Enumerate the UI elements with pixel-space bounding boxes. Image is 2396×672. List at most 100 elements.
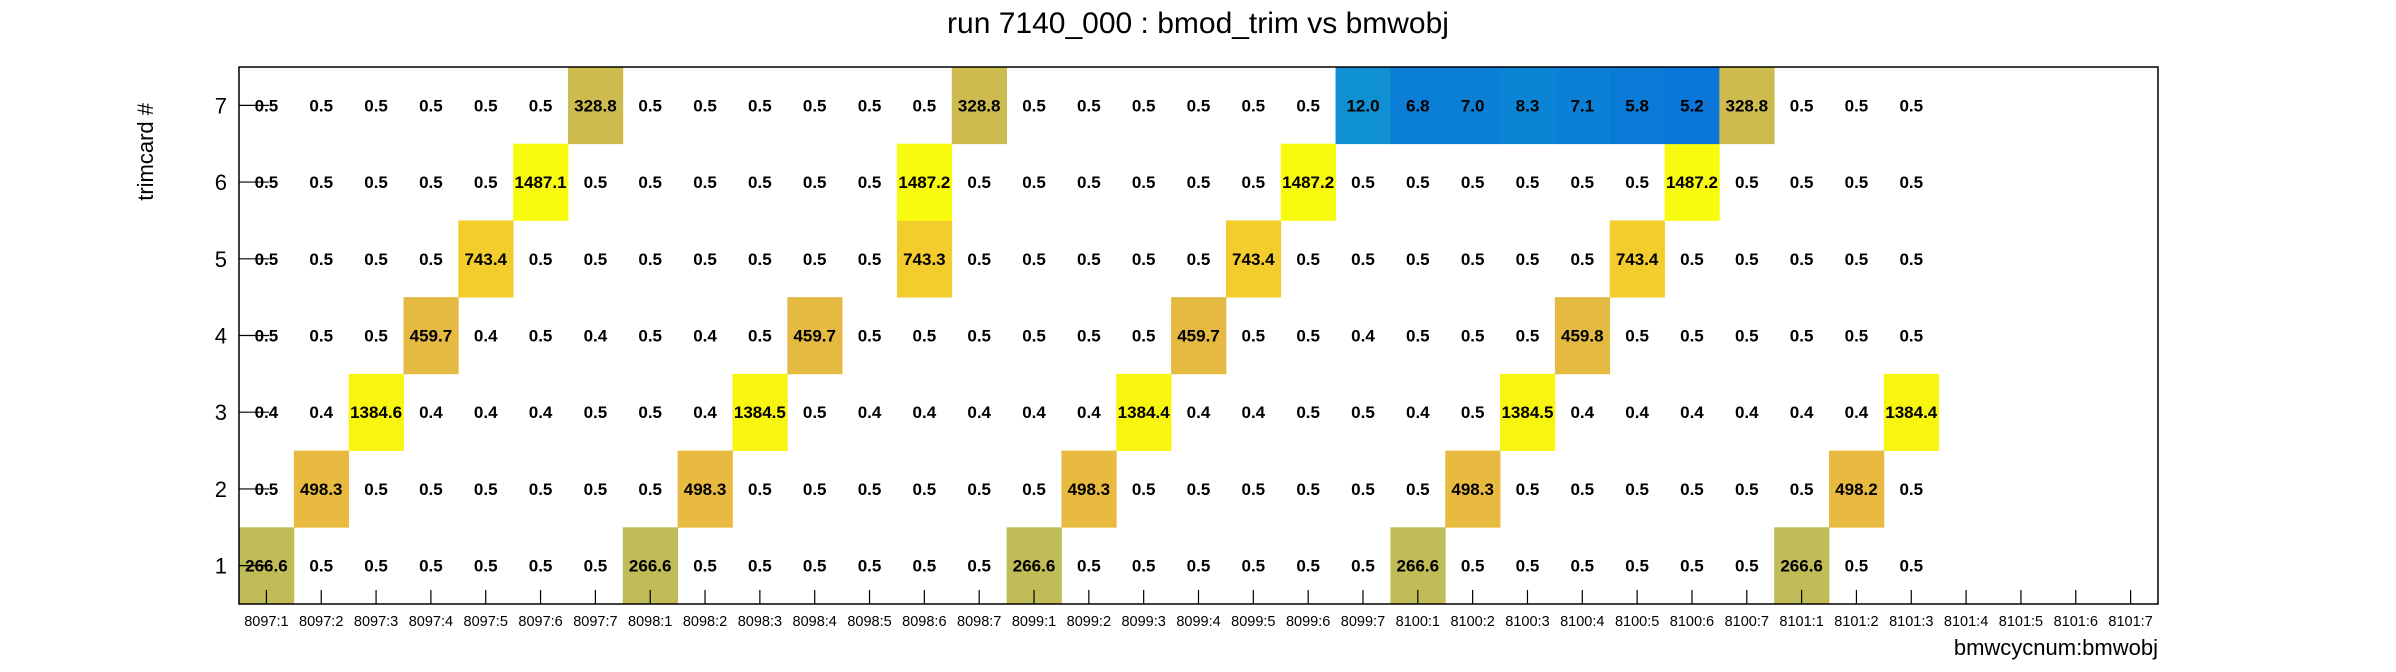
cell-value-label: 0.5	[1132, 96, 1156, 115]
cell-value-label: 0.5	[1790, 250, 1814, 269]
heatmap-cell	[1335, 67, 1391, 145]
y-tick-label: 1	[215, 554, 227, 579]
cell-value-label: 1384.4	[1118, 403, 1171, 422]
y-tick-label: 3	[215, 400, 227, 425]
cell-value-label: 0.5	[364, 327, 388, 346]
heatmap-cell	[1171, 297, 1227, 375]
cell-value-label: 0.5	[584, 557, 608, 576]
cell-value-label: 0.5	[748, 480, 772, 499]
heatmap-cell	[1664, 67, 1720, 145]
cell-value-label: 459.7	[793, 327, 836, 346]
cell-value-label: 0.5	[1461, 250, 1485, 269]
cell-value-label: 498.3	[1451, 480, 1494, 499]
x-tick-label: 8097:1	[244, 614, 288, 630]
cell-value-label: 0.4	[1570, 403, 1594, 422]
cell-value-label: 0.5	[309, 173, 333, 192]
x-tick-label: 8100:4	[1560, 614, 1604, 630]
cell-value-label: 0.5	[1845, 250, 1869, 269]
cell-value-label: 0.5	[1461, 557, 1485, 576]
cell-value-label: 0.5	[1790, 96, 1814, 115]
heatmap-cells: 266.6 0.5 0.5 0.5 0.5 0.5 0.5 266.6 0.5 0.5 0.5 0.5…	[239, 67, 1940, 605]
cell-value-label: 0.5	[1351, 403, 1375, 422]
y-axis-title: trimcard #	[133, 102, 158, 201]
cell-value-label: 0.5	[1625, 173, 1649, 192]
cell-value-label: 1487.2	[1666, 173, 1718, 192]
heatmap-cell	[896, 220, 953, 298]
heatmap-cell	[787, 297, 843, 375]
heatmap-cell	[732, 373, 788, 451]
cell-value-label: 0.5	[1022, 250, 1046, 269]
x-tick-label: 8101:1	[1779, 614, 1823, 630]
cell-value-label: 0.5	[419, 250, 443, 269]
cell-value-label: 0.5	[967, 557, 991, 576]
cell-value-label: 0.4	[529, 403, 553, 422]
cell-value-label: 1384.5	[734, 403, 786, 422]
x-tick-label: 8101:4	[1944, 614, 1988, 630]
cell-value-label: 0.5	[748, 250, 772, 269]
x-tick-label: 8100:7	[1725, 614, 1769, 630]
cell-value-label: 0.5	[1132, 327, 1156, 346]
cell-value-label: 0.5	[858, 327, 882, 346]
x-tick-label: 8100:1	[1396, 614, 1440, 630]
cell-value-label: 0.4	[1242, 403, 1266, 422]
cell-value-label: 0.5	[1296, 96, 1320, 115]
heatmap-cell	[348, 373, 404, 451]
x-tick-label: 8098:3	[738, 614, 782, 630]
cell-value-label: 0.5	[1516, 173, 1540, 192]
cell-value-label: 0.5	[803, 250, 827, 269]
cell-value-label: 0.4	[693, 403, 717, 422]
heatmap-cell	[293, 450, 350, 528]
cell-value-label: 459.7	[410, 327, 453, 346]
cell-value-label: 0.5	[1022, 173, 1046, 192]
cell-value-label: 0.5	[1845, 173, 1869, 192]
cell-value-label: 0.5	[913, 96, 937, 115]
cell-value-label: 0.5	[309, 327, 333, 346]
cell-value-label: 328.8	[1726, 96, 1769, 115]
heatmap-cell	[1061, 450, 1117, 528]
x-tick-label: 8097:3	[354, 614, 398, 630]
cell-value-label: 0.5	[1187, 250, 1211, 269]
x-tick-label: 8100:3	[1505, 614, 1549, 630]
cell-value-label: 0.4	[1790, 403, 1814, 422]
cell-value-label: 0.5	[1406, 480, 1430, 499]
heatmap-cell	[458, 220, 514, 298]
cell-value-label: 0.4	[1022, 403, 1046, 422]
cell-value-label: 0.5	[1187, 557, 1211, 576]
cell-value-label: 0.5	[693, 96, 717, 115]
cell-value-label: 328.8	[574, 96, 617, 115]
cell-value-label: 0.5	[858, 480, 882, 499]
cell-value-label: 0.5	[693, 557, 717, 576]
cell-value-label: 0.5	[1845, 327, 1869, 346]
cell-value-label: 0.4	[309, 403, 333, 422]
cell-value-label: 0.5	[1899, 557, 1923, 576]
y-tick-label: 2	[215, 477, 227, 502]
cell-value-label: 7.1	[1570, 96, 1594, 115]
x-tick-label: 8097:5	[464, 614, 508, 630]
cell-value-label: 0.5	[967, 327, 991, 346]
heatmap-cell	[677, 450, 733, 528]
cell-value-label: 0.5	[803, 557, 827, 576]
heatmap-cell	[1664, 143, 1720, 221]
cell-value-label: 0.5	[1022, 327, 1046, 346]
x-tick-label: 8099:5	[1231, 614, 1275, 630]
cell-value-label: 0.5	[1625, 480, 1649, 499]
cell-value-label: 0.5	[1022, 96, 1046, 115]
cell-value-label: 266.6	[629, 557, 672, 576]
heatmap-cell	[1500, 67, 1556, 145]
cell-value-label: 0.4	[1406, 403, 1430, 422]
cell-value-label: 1384.4	[1885, 403, 1938, 422]
cell-value-label: 0.5	[967, 250, 991, 269]
x-tick-label: 8098:1	[628, 614, 672, 630]
heatmap-cell	[1719, 67, 1775, 145]
cell-value-label: 0.5	[1680, 480, 1704, 499]
cell-value-label: 0.5	[309, 557, 333, 576]
cell-value-label: 0.5	[1242, 96, 1266, 115]
cell-value-label: 0.5	[748, 327, 772, 346]
cell-value-label: 0.5	[913, 557, 937, 576]
cell-value-label: 0.5	[364, 250, 388, 269]
x-tick-label: 8099:7	[1341, 614, 1385, 630]
cell-value-label: 0.4	[693, 327, 717, 346]
cell-value-label: 743.4	[1232, 250, 1275, 269]
cell-value-label: 0.5	[1680, 327, 1704, 346]
cell-value-label: 0.5	[1570, 250, 1594, 269]
